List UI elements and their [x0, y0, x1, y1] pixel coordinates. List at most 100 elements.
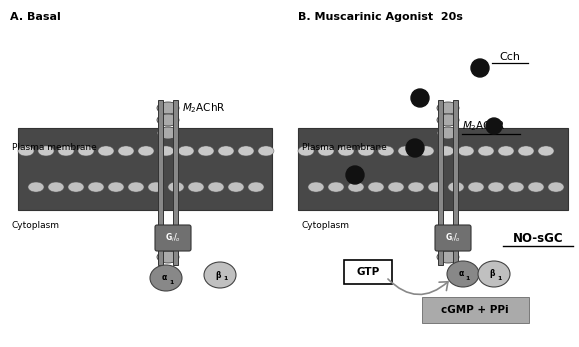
Text: 1: 1	[169, 279, 173, 285]
Ellipse shape	[128, 182, 144, 192]
Ellipse shape	[218, 146, 234, 156]
FancyBboxPatch shape	[155, 225, 191, 251]
Ellipse shape	[48, 182, 64, 192]
Ellipse shape	[157, 239, 179, 251]
Ellipse shape	[428, 182, 444, 192]
Ellipse shape	[437, 127, 459, 139]
Text: GTP: GTP	[357, 267, 380, 277]
Ellipse shape	[388, 182, 404, 192]
Bar	[173, 100, 178, 265]
Ellipse shape	[348, 182, 364, 192]
Text: G$_i$/$_o$: G$_i$/$_o$	[445, 232, 461, 244]
Ellipse shape	[208, 182, 224, 192]
Ellipse shape	[488, 182, 504, 192]
Ellipse shape	[368, 182, 384, 192]
Circle shape	[486, 118, 502, 134]
Text: cGMP + PPi: cGMP + PPi	[441, 305, 509, 315]
Ellipse shape	[528, 182, 544, 192]
Ellipse shape	[158, 146, 174, 156]
FancyArrowPatch shape	[388, 279, 448, 295]
FancyBboxPatch shape	[344, 260, 392, 284]
Ellipse shape	[518, 146, 534, 156]
Text: G$_i$/$_o$: G$_i$/$_o$	[165, 232, 181, 244]
Ellipse shape	[258, 146, 274, 156]
Ellipse shape	[188, 182, 204, 192]
Ellipse shape	[228, 182, 244, 192]
Ellipse shape	[478, 261, 510, 287]
Ellipse shape	[418, 146, 434, 156]
Ellipse shape	[398, 146, 414, 156]
Bar	[158, 100, 163, 265]
Ellipse shape	[437, 114, 459, 126]
Ellipse shape	[308, 182, 324, 192]
Ellipse shape	[148, 182, 164, 192]
Ellipse shape	[248, 182, 264, 192]
Ellipse shape	[378, 146, 394, 156]
Ellipse shape	[38, 146, 54, 156]
Ellipse shape	[204, 262, 236, 288]
Ellipse shape	[68, 182, 84, 192]
Text: NO-sGC: NO-sGC	[512, 231, 563, 245]
FancyBboxPatch shape	[435, 225, 471, 251]
Circle shape	[346, 166, 364, 184]
Ellipse shape	[448, 182, 464, 192]
Text: 1: 1	[466, 276, 470, 280]
Text: B. Muscarinic Agonist  20s: B. Muscarinic Agonist 20s	[298, 12, 463, 22]
Circle shape	[471, 59, 489, 77]
Text: $M_2$AChR: $M_2$AChR	[182, 101, 226, 115]
Ellipse shape	[298, 146, 314, 156]
Ellipse shape	[168, 182, 184, 192]
Ellipse shape	[538, 146, 554, 156]
Text: A. Basal: A. Basal	[10, 12, 61, 22]
Text: 1: 1	[497, 276, 501, 280]
Bar	[438, 100, 443, 265]
Text: $M_2$AChR: $M_2$AChR	[462, 119, 505, 133]
Ellipse shape	[318, 146, 334, 156]
Ellipse shape	[478, 146, 494, 156]
Bar	[18, 128, 272, 210]
Circle shape	[411, 89, 429, 107]
Ellipse shape	[447, 261, 479, 287]
Text: Plasma membrane: Plasma membrane	[302, 143, 387, 152]
Text: 1: 1	[223, 277, 227, 281]
Ellipse shape	[88, 182, 104, 192]
Ellipse shape	[28, 182, 44, 192]
Ellipse shape	[178, 146, 194, 156]
Ellipse shape	[408, 182, 424, 192]
Ellipse shape	[548, 182, 564, 192]
Ellipse shape	[328, 182, 344, 192]
Ellipse shape	[437, 102, 459, 114]
Ellipse shape	[437, 239, 459, 251]
Text: Cch: Cch	[500, 52, 521, 62]
Ellipse shape	[198, 146, 214, 156]
Ellipse shape	[157, 251, 179, 263]
Circle shape	[406, 139, 424, 157]
Ellipse shape	[437, 251, 459, 263]
Ellipse shape	[438, 146, 454, 156]
Ellipse shape	[98, 146, 114, 156]
Text: Cytoplasm: Cytoplasm	[302, 220, 350, 229]
Ellipse shape	[468, 182, 484, 192]
Ellipse shape	[458, 146, 474, 156]
Ellipse shape	[108, 182, 124, 192]
Ellipse shape	[157, 102, 179, 114]
Ellipse shape	[238, 146, 254, 156]
Text: β: β	[215, 271, 221, 279]
Ellipse shape	[498, 146, 514, 156]
Ellipse shape	[118, 146, 134, 156]
Ellipse shape	[18, 146, 34, 156]
Ellipse shape	[157, 127, 179, 139]
Text: Plasma membrane: Plasma membrane	[12, 143, 97, 152]
Ellipse shape	[358, 146, 374, 156]
Ellipse shape	[150, 265, 182, 291]
Ellipse shape	[508, 182, 524, 192]
Bar	[298, 128, 568, 210]
Ellipse shape	[138, 146, 154, 156]
Text: α: α	[162, 273, 167, 282]
Ellipse shape	[338, 146, 354, 156]
Text: α: α	[459, 270, 464, 279]
FancyBboxPatch shape	[422, 297, 529, 323]
Ellipse shape	[157, 114, 179, 126]
Text: Cytoplasm: Cytoplasm	[12, 220, 60, 229]
Text: β: β	[489, 270, 494, 279]
